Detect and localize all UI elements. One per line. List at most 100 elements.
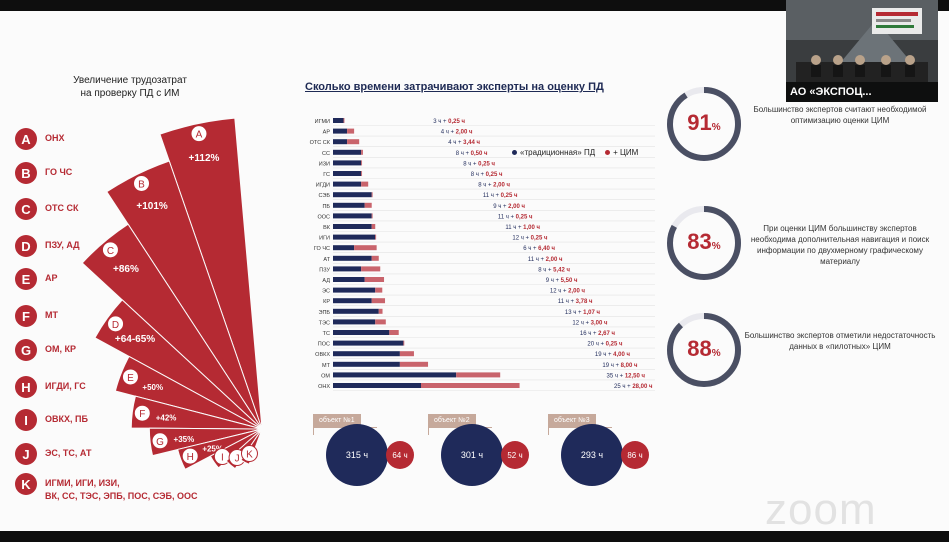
bar-cim	[361, 181, 369, 187]
category-label: СЭБ	[319, 193, 331, 199]
legend-item-j: J ЭС, ТС, АТ	[15, 443, 91, 465]
category-label: ПБ	[322, 204, 330, 210]
fan-letter: I	[221, 453, 224, 464]
legend-label: ОВКХ, ПБ	[45, 414, 88, 424]
legend-letter-badge: E	[15, 268, 37, 290]
legend-letter-badge: K	[15, 473, 37, 495]
bar-traditional	[333, 213, 372, 219]
stat-description: Большинство экспертов считают необходимо…	[753, 105, 927, 125]
fan-value-label: +64-65%	[115, 334, 155, 345]
bar-value-label: 8 ч + 0,25 ч	[471, 172, 503, 178]
category-label: ИГДИ	[316, 183, 330, 189]
bar-traditional	[333, 139, 348, 145]
bar-traditional	[333, 234, 376, 240]
zoom-watermark: zoom	[765, 485, 877, 531]
legend-label: ИГМИ, ИГИ, ИЗИ, ВК, СС, ТЭС, ЭПБ, ПОС, С…	[45, 478, 198, 501]
stat-value: 83%	[687, 229, 721, 254]
legend-label: ОМ, КР	[45, 344, 76, 354]
legend-label: ГО ЧС	[45, 167, 73, 177]
bar-value-label: 11 ч + 3,78 ч	[558, 299, 593, 305]
legend-item-d: D ПЗУ, АД	[15, 235, 80, 257]
category-label: ОМ	[321, 373, 330, 379]
bar-cim	[361, 266, 381, 272]
bar-traditional	[333, 224, 372, 229]
legend-item-h: H ИГДИ, ГС	[15, 376, 86, 398]
fan-value-label: +25%	[202, 445, 223, 454]
bar-traditional	[333, 245, 355, 251]
fan-letter-circle	[133, 404, 151, 422]
bar-cim	[399, 351, 414, 357]
stat-ring	[667, 313, 741, 387]
fan-value-label: +86%	[113, 264, 139, 275]
bar-cim	[371, 213, 373, 219]
legend-letter-badge: I	[15, 409, 37, 431]
bar-value-label: 9 ч + 2,00 ч	[493, 204, 525, 210]
bottom-black-bar	[0, 531, 949, 542]
object-label: объект №3	[548, 414, 596, 427]
category-label: АР	[323, 130, 331, 136]
fan-letter: D	[112, 320, 119, 331]
bar-cim	[371, 298, 386, 304]
bar-cim	[456, 372, 501, 378]
cim-hours-circle: 64 ч	[386, 441, 414, 469]
fan-letter-circle	[190, 125, 208, 143]
bar-cim	[364, 202, 372, 208]
bar-traditional	[333, 308, 379, 314]
fan-chart-title: Увеличение трудозатрат на проверку ПД с …	[73, 75, 187, 99]
cim-hours-circle: 52 ч	[501, 441, 529, 469]
fan-letter: K	[246, 450, 253, 461]
fan-value-label: +42%	[156, 413, 177, 422]
bar-traditional	[333, 171, 362, 176]
legend-item-e: E АР	[15, 268, 58, 290]
legend-label: АР	[45, 273, 58, 283]
top-black-bar	[0, 0, 949, 11]
bar-traditional	[333, 351, 400, 357]
bar-traditional	[333, 149, 362, 155]
bar-value-label: 11 ч + 0,25 ч	[483, 193, 518, 199]
fan-wedge-d	[94, 299, 263, 430]
bar-value-label: 4 ч + 3,44 ч	[448, 140, 480, 146]
category-label: ГС	[323, 172, 330, 178]
bar-cim	[378, 308, 383, 314]
category-label: ОНХ	[318, 384, 330, 390]
category-label: ИГМИ	[315, 119, 330, 125]
bar-cim	[354, 245, 377, 251]
bar-value-label: 19 ч + 8,00 ч	[602, 363, 638, 369]
fan-letter: B	[138, 179, 145, 190]
bar-value-label: 11 ч + 0,25 ч	[498, 214, 533, 220]
category-label: ИЗИ	[319, 161, 330, 167]
category-label: ОТС СК	[310, 140, 331, 146]
bar-cim	[371, 255, 379, 261]
time-bar-chart: ИГМИ 3 ч + 0,25 ч АР 4 ч + 2,00 ч ОТС СК 4 ч …	[310, 118, 655, 391]
bar-traditional	[333, 128, 348, 134]
category-label: КР	[323, 299, 330, 305]
bar-cim	[399, 361, 429, 367]
bar-value-label: 8 ч + 5,42 ч	[538, 267, 570, 273]
category-label: ГО ЧС	[314, 246, 330, 252]
fan-letter-circle	[133, 174, 151, 192]
bar-value-label: 13 ч + 1,07 ч	[565, 310, 601, 316]
participant-video-tile[interactable]: АО «ЭКСПОЦ...	[786, 0, 938, 102]
legend-label: МТ	[45, 310, 58, 320]
fan-letter-circle	[151, 432, 169, 450]
bar-traditional	[333, 160, 362, 166]
legend-letter-badge: A	[15, 128, 37, 150]
bar-traditional	[333, 192, 372, 198]
category-label: ЭС	[322, 289, 330, 295]
legend-letter-badge: D	[15, 235, 37, 257]
fan-letter: H	[187, 452, 194, 463]
fan-letter-circle	[240, 445, 258, 463]
bar-cim	[361, 149, 363, 155]
category-label: СС	[322, 151, 330, 157]
bar-value-label: 6 ч + 6,40 ч	[523, 246, 555, 252]
fan-value-label: +50%	[142, 383, 163, 392]
bar-traditional	[333, 319, 376, 325]
bar-value-label: 8 ч + 0,25 ч	[463, 161, 495, 167]
legend-item-f: F МТ	[15, 305, 58, 327]
legend-item-a: A ОНХ	[15, 128, 65, 150]
category-label: ТС	[323, 331, 330, 337]
participant-name: АО «ЭКСПОЦ...	[786, 82, 938, 102]
legend-item-c: C ОТС СК	[15, 198, 79, 220]
bar-value-label: 4 ч + 2,00 ч	[441, 130, 473, 136]
fan-letter: C	[107, 246, 114, 257]
